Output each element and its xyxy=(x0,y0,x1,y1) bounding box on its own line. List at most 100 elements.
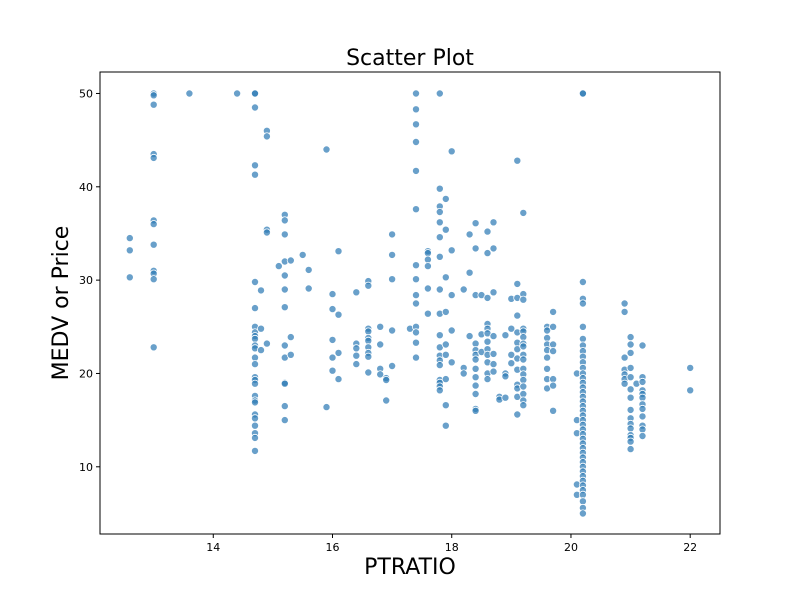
data-point-175 xyxy=(471,355,480,364)
data-point-186 xyxy=(483,249,492,258)
data-point-120 xyxy=(411,299,420,308)
data-point-66 xyxy=(286,256,295,265)
data-point-103 xyxy=(382,375,391,384)
points-group xyxy=(125,89,695,518)
data-point-10 xyxy=(149,240,158,249)
data-point-131 xyxy=(435,89,444,98)
data-point-86 xyxy=(352,351,361,360)
data-point-106 xyxy=(388,250,397,259)
data-point-234 xyxy=(519,342,528,351)
data-point-255 xyxy=(549,340,558,349)
data-point-58 xyxy=(280,285,289,294)
data-point-214 xyxy=(513,156,522,165)
data-point-134 xyxy=(435,207,444,216)
data-point-332 xyxy=(638,377,647,386)
data-point-314 xyxy=(626,333,635,342)
data-point-154 xyxy=(441,350,450,359)
data-point-89 xyxy=(364,281,373,290)
data-point-315 xyxy=(626,340,635,349)
data-point-306 xyxy=(578,509,587,518)
data-point-185 xyxy=(483,227,492,236)
data-point-9 xyxy=(149,220,158,229)
data-point-343 xyxy=(686,386,695,395)
data-point-167 xyxy=(465,268,474,277)
y-tick-label: 20 xyxy=(79,367,93,380)
data-point-112 xyxy=(411,105,420,114)
data-point-55 xyxy=(280,230,289,239)
data-point-163 xyxy=(459,285,468,294)
data-point-99 xyxy=(376,340,385,349)
y-tick-label: 30 xyxy=(79,274,93,287)
data-point-73 xyxy=(322,403,331,412)
data-point-37 xyxy=(250,398,259,407)
data-point-78 xyxy=(328,366,337,375)
data-point-42 xyxy=(250,433,259,442)
data-point-324 xyxy=(626,424,635,433)
data-point-116 xyxy=(411,205,420,214)
x-tick-label: 22 xyxy=(683,541,697,554)
data-point-316 xyxy=(626,348,635,357)
data-point-196 xyxy=(483,375,492,384)
data-point-191 xyxy=(483,337,492,346)
data-point-14 xyxy=(149,343,158,352)
data-point-177 xyxy=(471,373,480,382)
data-point-123 xyxy=(411,338,420,347)
data-point-162 xyxy=(447,358,456,367)
data-point-51 xyxy=(262,339,271,348)
data-point-338 xyxy=(638,412,647,421)
data-point-259 xyxy=(549,406,558,415)
data-point-67 xyxy=(286,333,295,342)
data-point-104 xyxy=(382,396,391,405)
data-point-75 xyxy=(328,305,337,314)
data-point-226 xyxy=(513,410,522,419)
data-point-200 xyxy=(489,332,498,341)
data-point-79 xyxy=(334,247,343,256)
data-point-136 xyxy=(435,233,444,242)
data-point-109 xyxy=(388,361,397,370)
data-point-71 xyxy=(304,284,313,293)
data-point-39 xyxy=(250,414,259,423)
data-point-130 xyxy=(423,309,432,318)
data-point-4 xyxy=(149,91,158,100)
data-point-101 xyxy=(376,370,385,379)
data-point-43 xyxy=(250,446,259,455)
data-point-107 xyxy=(388,275,397,284)
data-point-137 xyxy=(435,252,444,261)
data-point-7 xyxy=(149,153,158,162)
data-point-215 xyxy=(513,279,522,288)
data-point-111 xyxy=(411,89,420,98)
data-point-229 xyxy=(519,295,528,304)
data-point-168 xyxy=(465,332,474,341)
data-point-269 xyxy=(578,299,587,308)
data-point-21 xyxy=(250,170,259,179)
data-point-160 xyxy=(447,291,456,300)
data-point-149 xyxy=(441,194,450,203)
data-point-249 xyxy=(543,353,552,362)
data-point-319 xyxy=(626,385,635,394)
data-point-151 xyxy=(441,273,450,282)
data-point-227 xyxy=(519,208,528,217)
data-point-5 xyxy=(149,100,158,109)
data-point-68 xyxy=(286,350,295,359)
data-point-18 xyxy=(250,89,259,98)
data-point-82 xyxy=(334,375,343,384)
data-point-87 xyxy=(352,360,361,369)
data-point-57 xyxy=(280,271,289,280)
data-point-170 xyxy=(471,244,480,253)
data-point-342 xyxy=(686,363,695,372)
y-tick-label: 10 xyxy=(79,461,93,474)
x-axis-ticks: 14 16 18 20 22 xyxy=(206,534,697,554)
data-point-150 xyxy=(441,225,450,234)
data-point-105 xyxy=(388,230,397,239)
data-point-23 xyxy=(250,304,259,313)
data-point-258 xyxy=(549,381,558,390)
data-point-22 xyxy=(250,277,259,286)
data-point-31 xyxy=(250,360,259,369)
data-point-206 xyxy=(501,331,510,340)
data-point-178 xyxy=(471,381,480,390)
data-point-181 xyxy=(471,406,480,415)
data-point-19 xyxy=(250,103,259,112)
data-point-1 xyxy=(125,246,134,255)
data-point-187 xyxy=(483,293,492,302)
